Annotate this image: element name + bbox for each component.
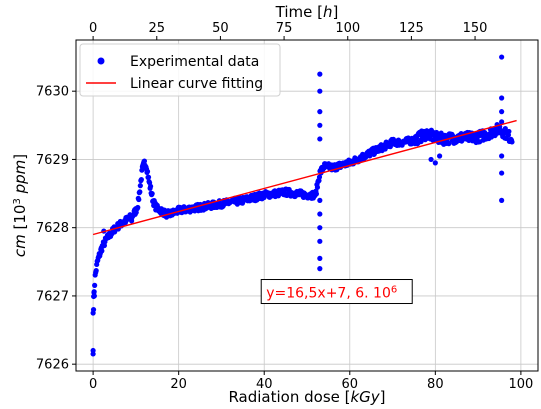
data-point <box>138 177 144 183</box>
legend-label-fit: Linear curve fitting <box>130 76 263 92</box>
top-x-tick-label: 75 <box>276 21 293 36</box>
data-point <box>148 183 154 189</box>
x-tick-label: 100 <box>508 377 533 392</box>
data-point <box>135 204 141 211</box>
data-point <box>137 189 143 195</box>
data-point <box>317 197 323 203</box>
data-point <box>499 95 505 101</box>
data-point <box>446 141 452 147</box>
data-point <box>141 158 148 164</box>
data-point <box>499 109 505 115</box>
data-point <box>93 268 99 274</box>
data-point <box>317 122 323 128</box>
data-point <box>499 54 505 60</box>
annotation-text: y=16,5x+7, 6. 106 <box>266 284 397 302</box>
data-point <box>91 293 97 299</box>
y-tick-label: 7626 <box>36 358 69 373</box>
data-point <box>437 153 443 159</box>
x-tick-label: 0 <box>89 377 97 392</box>
top-x-tick-label: 125 <box>399 21 424 36</box>
data-point <box>149 191 155 197</box>
legend-box <box>79 43 281 97</box>
fit-equation-annotation: y=16,5x+7, 6. 106 <box>260 279 413 305</box>
data-point <box>99 248 105 254</box>
x-tick-label: 20 <box>170 377 187 392</box>
y-tick-label: 7627 <box>36 289 69 304</box>
y-tick-label: 7628 <box>36 221 69 236</box>
data-point <box>432 160 438 166</box>
fit-line <box>92 119 517 236</box>
data-point <box>92 282 98 288</box>
data-point <box>313 191 320 197</box>
data-point <box>499 153 505 159</box>
data-point <box>317 255 323 261</box>
top-x-tick-label: 50 <box>212 21 229 36</box>
top-x-tick-label: 0 <box>89 21 97 36</box>
x-tick-label: 60 <box>342 377 359 392</box>
y-tick-label: 7629 <box>36 153 69 168</box>
x-tick-label: 80 <box>427 377 444 392</box>
legend-marker-experimental <box>97 57 105 65</box>
data-point <box>317 225 323 231</box>
linear-fit-line <box>92 119 517 236</box>
x-axis-title: Radiation dose [kGy] <box>228 388 385 406</box>
plot-frame <box>75 39 539 372</box>
top-x-tick-label: 100 <box>335 21 360 36</box>
data-point <box>499 197 505 203</box>
top-x-tick-label: 150 <box>463 21 488 36</box>
y-axis-title: cm [103 ppm] <box>11 154 29 257</box>
data-point <box>499 170 505 176</box>
data-point <box>129 218 135 224</box>
data-point <box>90 351 96 357</box>
axis-titles: Radiation dose [kGy] Time [h] cm [103 ppm] <box>11 3 386 406</box>
data-point <box>144 168 151 175</box>
experimental-data-points <box>90 54 515 357</box>
legend-label-experimental: Experimental data <box>130 54 259 70</box>
data-point <box>90 306 97 313</box>
data-point <box>314 184 321 190</box>
data-point <box>499 119 505 125</box>
data-point <box>317 211 323 217</box>
data-point <box>317 266 323 272</box>
legend: Experimental data Linear curve fitting <box>79 43 281 97</box>
data-point <box>316 174 323 180</box>
data-point <box>136 196 142 203</box>
annotation-box <box>260 279 413 305</box>
data-point <box>137 183 143 189</box>
top-x-axis-title: Time [h] <box>275 3 339 21</box>
data-point <box>509 139 515 145</box>
data-point <box>428 156 434 163</box>
axis-ticks: 0 20 40 60 80 100 7626 7627 7628 7629 7630 0 25 50 75 1… <box>36 21 533 392</box>
data-point <box>317 71 323 77</box>
x-tick-label: 40 <box>256 377 273 392</box>
data-point <box>317 238 323 244</box>
top-x-tick-label: 25 <box>148 21 165 36</box>
y-tick-label: 7630 <box>36 85 69 100</box>
data-point <box>317 88 323 94</box>
data-point <box>506 128 512 135</box>
data-point <box>145 174 152 180</box>
data-point <box>317 136 323 142</box>
data-point <box>317 109 323 115</box>
